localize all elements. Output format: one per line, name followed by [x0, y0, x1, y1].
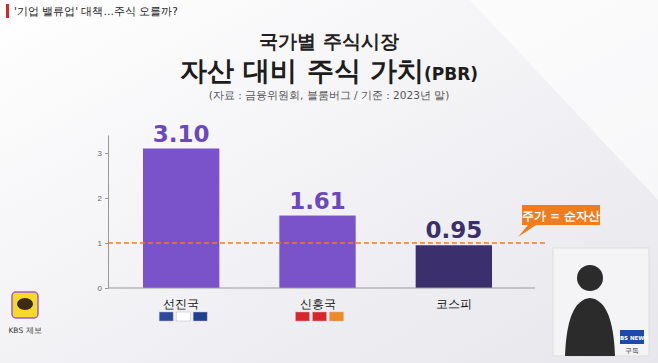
y-tick: 2: [98, 194, 108, 203]
flag: [296, 312, 310, 321]
decor: [470, 0, 658, 200]
flag: [159, 312, 173, 321]
y-tick-label: 1: [98, 239, 103, 248]
reference-text: 주가 = 순자산: [522, 209, 600, 223]
subtitle: (자료 : 금융위원회, 블룸버그 / 기준 : 2023년 말): [209, 89, 450, 101]
banner-bar: [6, 4, 9, 18]
background: [0, 0, 658, 363]
flag: [313, 312, 327, 321]
kakao-badge: [12, 292, 38, 318]
x-tick-label: 신흥국: [300, 297, 336, 311]
x-axis-line: [108, 288, 535, 289]
bar: [143, 149, 219, 289]
y-tick-label: 0: [98, 284, 103, 293]
y-tick-label: 3: [98, 149, 103, 158]
reference-label: 주가 = 순자산: [518, 205, 600, 237]
flag: [330, 312, 344, 321]
canvas: '기업 밸류업' 대책…주식 오를까? 국가별 주식시장자산 대비 주식 가치(P…: [0, 0, 658, 363]
data-label: 3.10: [153, 121, 210, 147]
flag: [176, 312, 190, 321]
x-tick: 선진국: [163, 297, 199, 311]
interpreter-body: [565, 298, 615, 356]
reference-pointer: [518, 225, 536, 237]
bar: [416, 245, 492, 288]
x-tick: 코스피: [436, 297, 472, 311]
data-label: 1.61: [289, 188, 346, 214]
banner: '기업 밸류업' 대책…주식 오를까?: [14, 5, 178, 17]
x-axis: 선진국 신흥국 코스피: [108, 288, 535, 311]
flag: [193, 312, 207, 321]
y-tick: 1: [98, 239, 108, 248]
kakao-label: KBS 제보: [8, 326, 41, 335]
y-tick-mark: [105, 243, 108, 244]
interpreter-box: [553, 248, 649, 356]
data-label: 0.95: [425, 217, 482, 243]
y-tick-label: 2: [98, 194, 103, 203]
x-tick-label: 선진국: [163, 297, 199, 311]
y-axis-line: [108, 136, 109, 289]
reference-line: [108, 242, 545, 244]
reference-label-box: [522, 205, 600, 225]
subscribe: 구독: [625, 347, 639, 355]
y-tick: 0: [98, 284, 108, 293]
title: 자산 대비 주식 가치(PBR): [180, 55, 478, 86]
y-axis: 0 1 2 3: [98, 136, 109, 294]
x-tick: 신흥국: [300, 297, 336, 311]
bar: [279, 216, 355, 288]
y-tick-mark: [105, 198, 108, 199]
supertitle: 국가별 주식시장: [259, 30, 399, 52]
kakao-bubble: [17, 298, 33, 310]
interpreter-head: [577, 265, 603, 291]
plot: [143, 149, 492, 289]
y-tick-mark: [105, 288, 108, 289]
x-tick-label: 코스피: [436, 297, 472, 311]
y-tick: 3: [98, 149, 108, 158]
y-tick-mark: [105, 153, 108, 154]
channel-name: KBS NEWS: [616, 335, 649, 341]
